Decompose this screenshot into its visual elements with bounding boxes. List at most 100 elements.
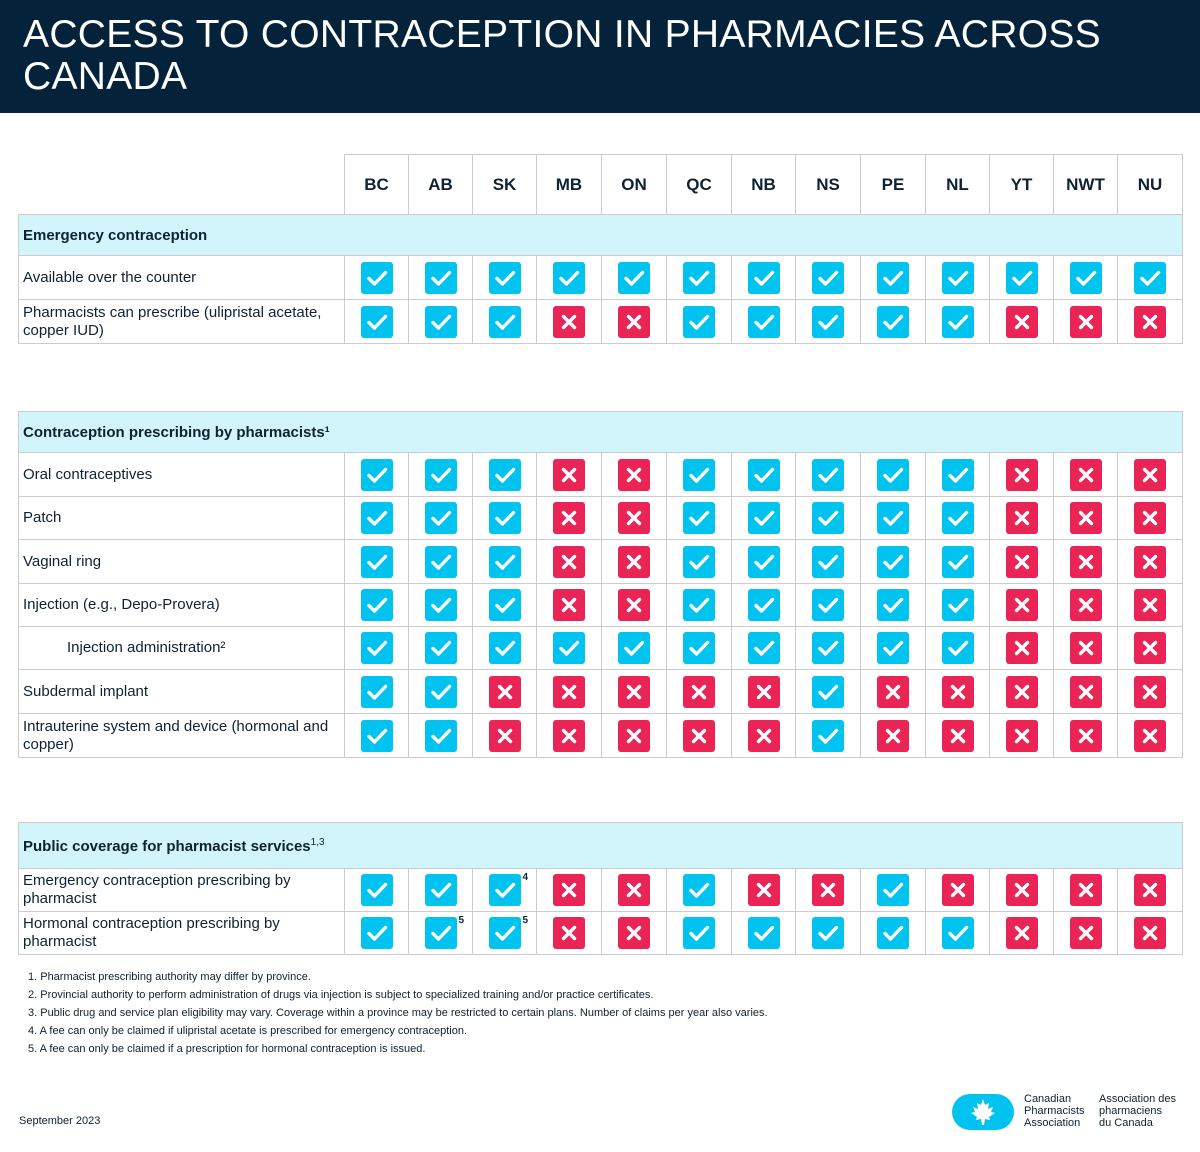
- checkmark-icon: [941, 632, 974, 664]
- checkmark-icon: [360, 917, 393, 949]
- cross-icon: [488, 675, 521, 708]
- cell-ab: [408, 255, 473, 300]
- cell-sk: [472, 583, 537, 627]
- cross-icon: [1005, 458, 1038, 491]
- cell-qc: [666, 299, 732, 344]
- checkmark-icon: [812, 261, 844, 294]
- section-title: Public coverage for pharmacist services1…: [17, 822, 1184, 869]
- checkmark-icon: [488, 458, 521, 491]
- row-label: Intrauterine system and device (hormonal…: [18, 713, 345, 758]
- page-header: ACCESS TO CONTRACEPTION IN PHARMACIES AC…: [0, 0, 1200, 113]
- cell-ab: [408, 583, 473, 627]
- checkmark-icon: [812, 502, 844, 534]
- checkmark-icon: [1134, 261, 1166, 294]
- cell-bc: [344, 911, 409, 955]
- checkmark-icon: [1005, 261, 1038, 294]
- checkmark-icon: [812, 675, 844, 708]
- cell-sk: [472, 299, 537, 344]
- cell-yt: [989, 539, 1054, 584]
- cross-icon: [1069, 589, 1102, 621]
- cross-icon: [553, 545, 585, 578]
- cell-bc: [344, 255, 409, 300]
- checkmark-icon: [360, 545, 393, 578]
- cross-icon: [1134, 675, 1166, 708]
- cell-nl: [925, 452, 990, 497]
- checkmark-icon: [683, 632, 715, 664]
- cell-nu: [1116, 583, 1184, 627]
- cell-on: [601, 496, 667, 540]
- cross-icon: [618, 589, 650, 621]
- checkmark-icon: [488, 589, 521, 621]
- checkmark-icon: [618, 261, 650, 294]
- cell-nb: [731, 299, 796, 344]
- checkmark-icon: [360, 675, 393, 708]
- checkmark-icon: [424, 545, 457, 578]
- cross-icon: [553, 675, 585, 708]
- checkmark-icon: [747, 545, 780, 578]
- checkmark-icon: [877, 917, 909, 949]
- checkmark-icon: [488, 502, 521, 534]
- cell-sk: [472, 452, 537, 497]
- cell-yt: [989, 299, 1054, 344]
- cell-yt: [989, 255, 1054, 300]
- cross-icon: [1069, 545, 1102, 578]
- cross-icon: [683, 675, 715, 708]
- cross-icon: [1134, 305, 1166, 338]
- row-label: Patch: [18, 496, 345, 540]
- cell-nl: [925, 713, 990, 758]
- publication-date: September 2023: [19, 1115, 101, 1127]
- cell-nb: [731, 452, 796, 497]
- cell-nl: [925, 255, 990, 300]
- cross-icon: [1005, 719, 1038, 752]
- cpha-logo: Canadian Pharmacists Association Associa…: [952, 1090, 1192, 1134]
- cross-icon: [941, 874, 974, 906]
- cell-pe: [860, 452, 926, 497]
- checkmark-icon: [683, 589, 715, 621]
- cell-nl: [925, 539, 990, 584]
- cell-nu: [1116, 713, 1184, 758]
- table-row: Pharmacists can prescribe (ulipristal ac…: [18, 299, 1183, 344]
- footnotes: 1. Pharmacist prescribing authority may …: [28, 968, 768, 1058]
- row-label: Hormonal contraception prescribing by ph…: [18, 911, 345, 955]
- cell-qc: [666, 669, 732, 714]
- column-header-qc: QC: [666, 154, 732, 215]
- cell-qc: [666, 911, 732, 955]
- footnote-5: 5. A fee can only be claimed if a prescr…: [28, 1043, 426, 1055]
- cell-on: [601, 299, 667, 344]
- checkmark-icon: [877, 632, 909, 664]
- cell-nwt: [1053, 255, 1118, 300]
- cell-bc: [344, 713, 409, 758]
- cell-ns: [795, 868, 861, 912]
- cell-on: [601, 255, 667, 300]
- section-header-row: Contraception prescribing by pharmacists…: [17, 411, 1184, 453]
- column-header-ab: AB: [408, 154, 473, 215]
- footnote-2: 2. Provincial authority to perform admin…: [28, 989, 654, 1001]
- cross-icon: [1134, 719, 1166, 752]
- cell-mb: [536, 911, 602, 955]
- footnote-marker: 5: [458, 915, 464, 926]
- cross-icon: [488, 719, 521, 752]
- cell-ab: [408, 868, 473, 912]
- cell-yt: [989, 911, 1054, 955]
- cell-mb: [536, 255, 602, 300]
- table-row: Injection administration²: [18, 626, 1184, 670]
- section-title: Contraception prescribing by pharmacists…: [17, 411, 1184, 453]
- cross-icon: [1005, 545, 1038, 578]
- cross-icon: [1069, 874, 1102, 906]
- checkmark-icon: [747, 305, 780, 338]
- cell-nwt: [1053, 713, 1118, 758]
- cell-ab: 5: [408, 911, 473, 955]
- checkmark-icon: [553, 632, 585, 664]
- cell-qc: [666, 255, 732, 300]
- table-row: Injection (e.g., Depo-Provera): [18, 583, 1184, 627]
- cross-icon: [618, 874, 650, 906]
- cell-ab: [408, 496, 473, 540]
- cell-pe: [860, 583, 926, 627]
- checkmark-icon: [812, 917, 844, 949]
- cell-mb: [536, 583, 602, 627]
- checkmark-icon: [812, 589, 844, 621]
- cross-icon: [747, 719, 780, 752]
- checkmark-icon: [1069, 261, 1102, 294]
- cell-nb: [731, 583, 796, 627]
- cell-on: [601, 669, 667, 714]
